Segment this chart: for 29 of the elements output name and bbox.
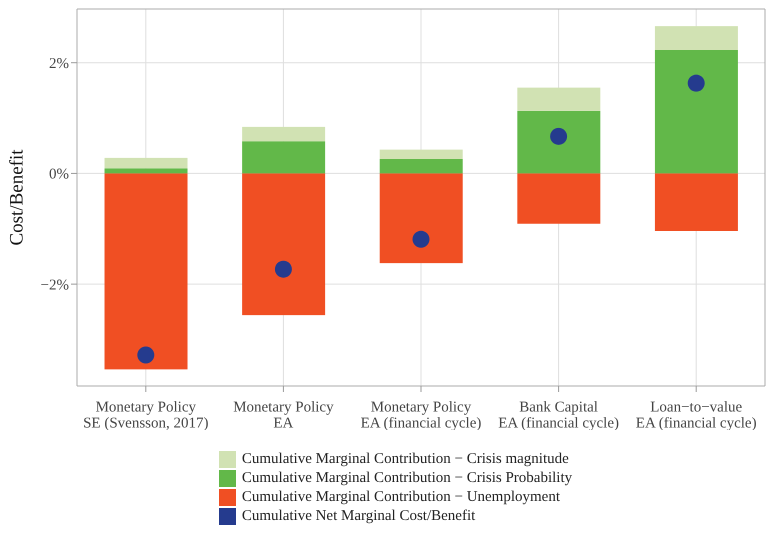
bar <box>104 158 188 168</box>
y-axis-title: Cost/Benefit <box>6 148 28 246</box>
bar <box>654 173 738 231</box>
bar <box>104 168 188 174</box>
point <box>688 74 705 92</box>
bar <box>380 150 463 160</box>
legend-label: Cumulative Marginal Contribution − Crisis Probability <box>242 470 572 487</box>
bar <box>242 126 326 142</box>
point <box>137 346 154 364</box>
legend-label: Cumulative Net Marginal Cost/Benefit <box>242 508 476 525</box>
bar <box>380 159 463 174</box>
bar <box>242 173 326 316</box>
bar <box>654 50 738 174</box>
point <box>412 230 430 248</box>
legend-label: Cumulative Marginal Contribution − Crisis magnitude <box>242 451 569 468</box>
bar <box>517 88 600 111</box>
y-tick-label: 2% <box>49 56 69 72</box>
bar <box>380 173 463 264</box>
bar <box>517 173 600 224</box>
bar <box>654 26 738 50</box>
bar <box>104 173 188 370</box>
bar <box>242 141 326 174</box>
bar <box>517 110 600 174</box>
x-tick-label: Monetary Policy EA <box>233 400 334 432</box>
point <box>550 128 568 145</box>
legend-label: Cumulative Marginal Contribution − Unemployment <box>242 489 560 506</box>
point <box>274 260 292 278</box>
y-tick-label: 0% <box>49 166 69 183</box>
y-tick-label: −2% <box>40 277 69 294</box>
